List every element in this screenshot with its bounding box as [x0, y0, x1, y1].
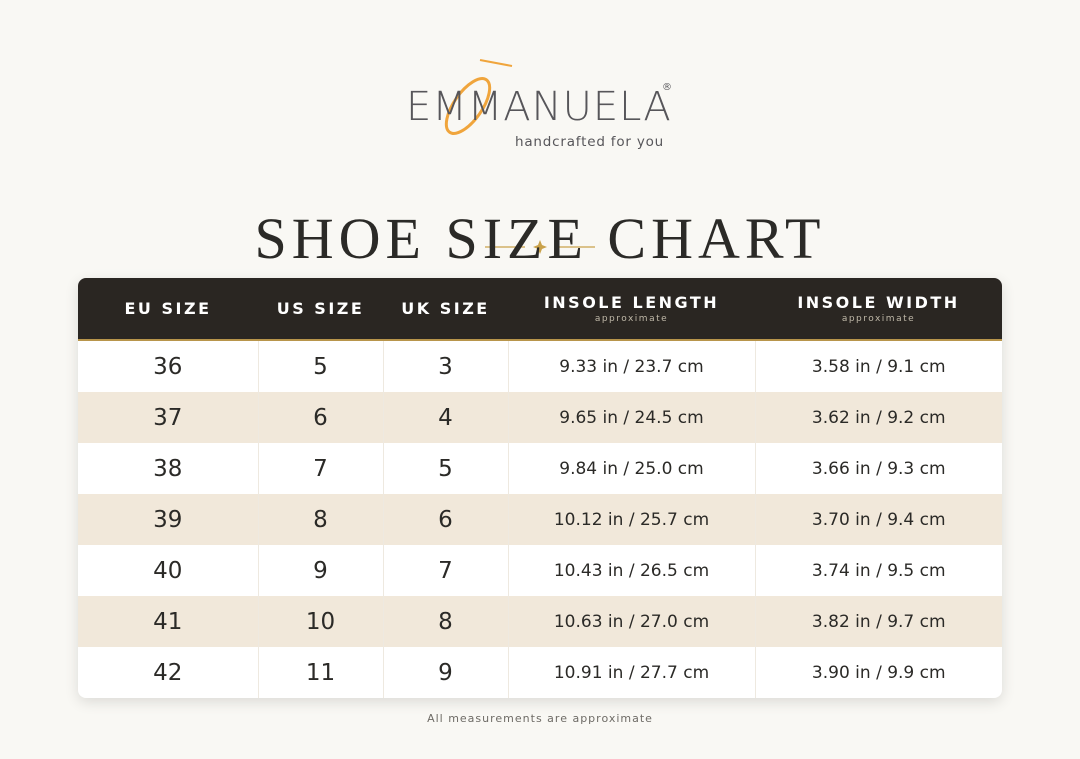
- brand: EMMANUELA: [406, 84, 672, 130]
- table-cell: 3.82 in / 9.7 cm: [755, 596, 1002, 647]
- table-cell: 36: [78, 340, 259, 392]
- table-cell: 8: [258, 494, 384, 545]
- size-table-card: EU SIZE US SIZE UK SIZE INSOLE LENGTH approx…: [78, 278, 1002, 698]
- column-label: INSOLE WIDTH: [797, 293, 960, 312]
- table-row: 38 7 5 9.84 in / 25.0 cm 3.66 in / 9.3 cm: [78, 443, 1002, 494]
- divider: [485, 240, 595, 254]
- table-cell: 38: [78, 443, 259, 494]
- table-cell: 40: [78, 545, 259, 596]
- table-cell: 39: [78, 494, 259, 545]
- table-cell: 3.66 in / 9.3 cm: [811, 458, 946, 479]
- table-cell: 6: [383, 494, 509, 545]
- table-cell: 10.91 in / 27.7 cm: [508, 647, 756, 698]
- table-cell: 10: [258, 596, 384, 647]
- table-row: 40 9 7 10.43 in / 26.5 cm 3.74 in / 9.5 cm: [78, 545, 1002, 596]
- table-cell: 3.58 in / 9.1 cm: [811, 356, 946, 377]
- column-label: EU SIZE: [124, 299, 212, 318]
- table-row: 41 10 8 10.63 in / 27.0 cm 3.82 in / 9.7 cm: [78, 596, 1002, 647]
- table-row: 42 11 9 10.91 in / 27.7 cm 3.90 in / 9.9 cm: [78, 647, 1002, 698]
- table-cell: 41: [78, 596, 259, 647]
- header-row: EU SIZE US SIZE UK SIZE INSOLE LENGTH approx…: [78, 278, 1002, 341]
- table-cell: 3.62 in / 9.2 cm: [755, 392, 1002, 443]
- registered-mark: ®: [662, 82, 672, 93]
- table-cell: 5: [258, 340, 384, 392]
- table-cell: 9: [258, 545, 384, 596]
- table-cell: 9.84 in / 25.0 cm: [508, 443, 756, 494]
- table-cell: 3.70 in / 9.4 cm: [755, 494, 1002, 545]
- size-table: EU SIZE US SIZE UK SIZE INSOLE LENGTH approx…: [78, 278, 1002, 698]
- column-label: INSOLE LENGTH: [543, 293, 720, 312]
- table-cell: 42: [78, 647, 259, 698]
- table-cell: 9.65 in / 24.5 cm: [508, 392, 756, 443]
- table-cell: 8: [383, 596, 509, 647]
- table-cell: 3: [383, 340, 509, 392]
- table-cell: 3.74 in / 9.5 cm: [811, 560, 946, 581]
- column-header: UK SIZE: [383, 278, 508, 341]
- column-header: EU SIZE: [78, 278, 258, 341]
- column-note: approximate: [594, 314, 669, 324]
- table-cell: 6: [258, 392, 384, 443]
- table-row: 36 5 3 9.33 in / 23.7 cm 3.58 in / 9.1 cm: [78, 340, 1002, 392]
- title: SHOE SIZE CHART: [254, 205, 826, 271]
- table-cell: 10.43 in / 26.5 cm: [508, 545, 756, 596]
- table-row: 39 8 6 10.12 in / 25.7 cm 3.70 in / 9.4 cm: [78, 494, 1002, 545]
- table-cell: 37: [78, 392, 259, 443]
- table-cell: 11: [258, 647, 384, 698]
- column-label: UK SIZE: [401, 299, 490, 318]
- column-header: US SIZE: [258, 278, 383, 341]
- logo-stroke: [479, 59, 513, 67]
- table-cell: 9: [383, 647, 509, 698]
- table-cell: 10.12 in / 25.7 cm: [508, 494, 756, 545]
- table-row: 37 6 4 9.65 in / 24.5 cm 3.62 in / 9.2 cm: [78, 392, 1002, 443]
- table-cell: 3.90 in / 9.9 cm: [811, 662, 946, 683]
- table-cell: 7: [383, 545, 509, 596]
- logo-swoosh: [444, 77, 492, 135]
- table-cell: 10.63 in / 27.0 cm: [508, 596, 756, 647]
- tagline: handcrafted for you: [515, 134, 665, 150]
- divider-star: [533, 240, 547, 254]
- table-cell: 7: [258, 443, 384, 494]
- table-cell: 5: [383, 443, 509, 494]
- table-cell: 9.33 in / 23.7 cm: [508, 340, 756, 392]
- table-cell: 4: [383, 392, 509, 443]
- column-header: INSOLE WIDTH approximate: [755, 278, 1002, 341]
- column-note: approximate: [841, 314, 916, 324]
- column-header: INSOLE LENGTH approximate: [508, 278, 755, 341]
- logo-mark: [444, 59, 513, 135]
- footer-note: All measurements are approximate: [427, 712, 653, 725]
- column-label: US SIZE: [276, 299, 365, 318]
